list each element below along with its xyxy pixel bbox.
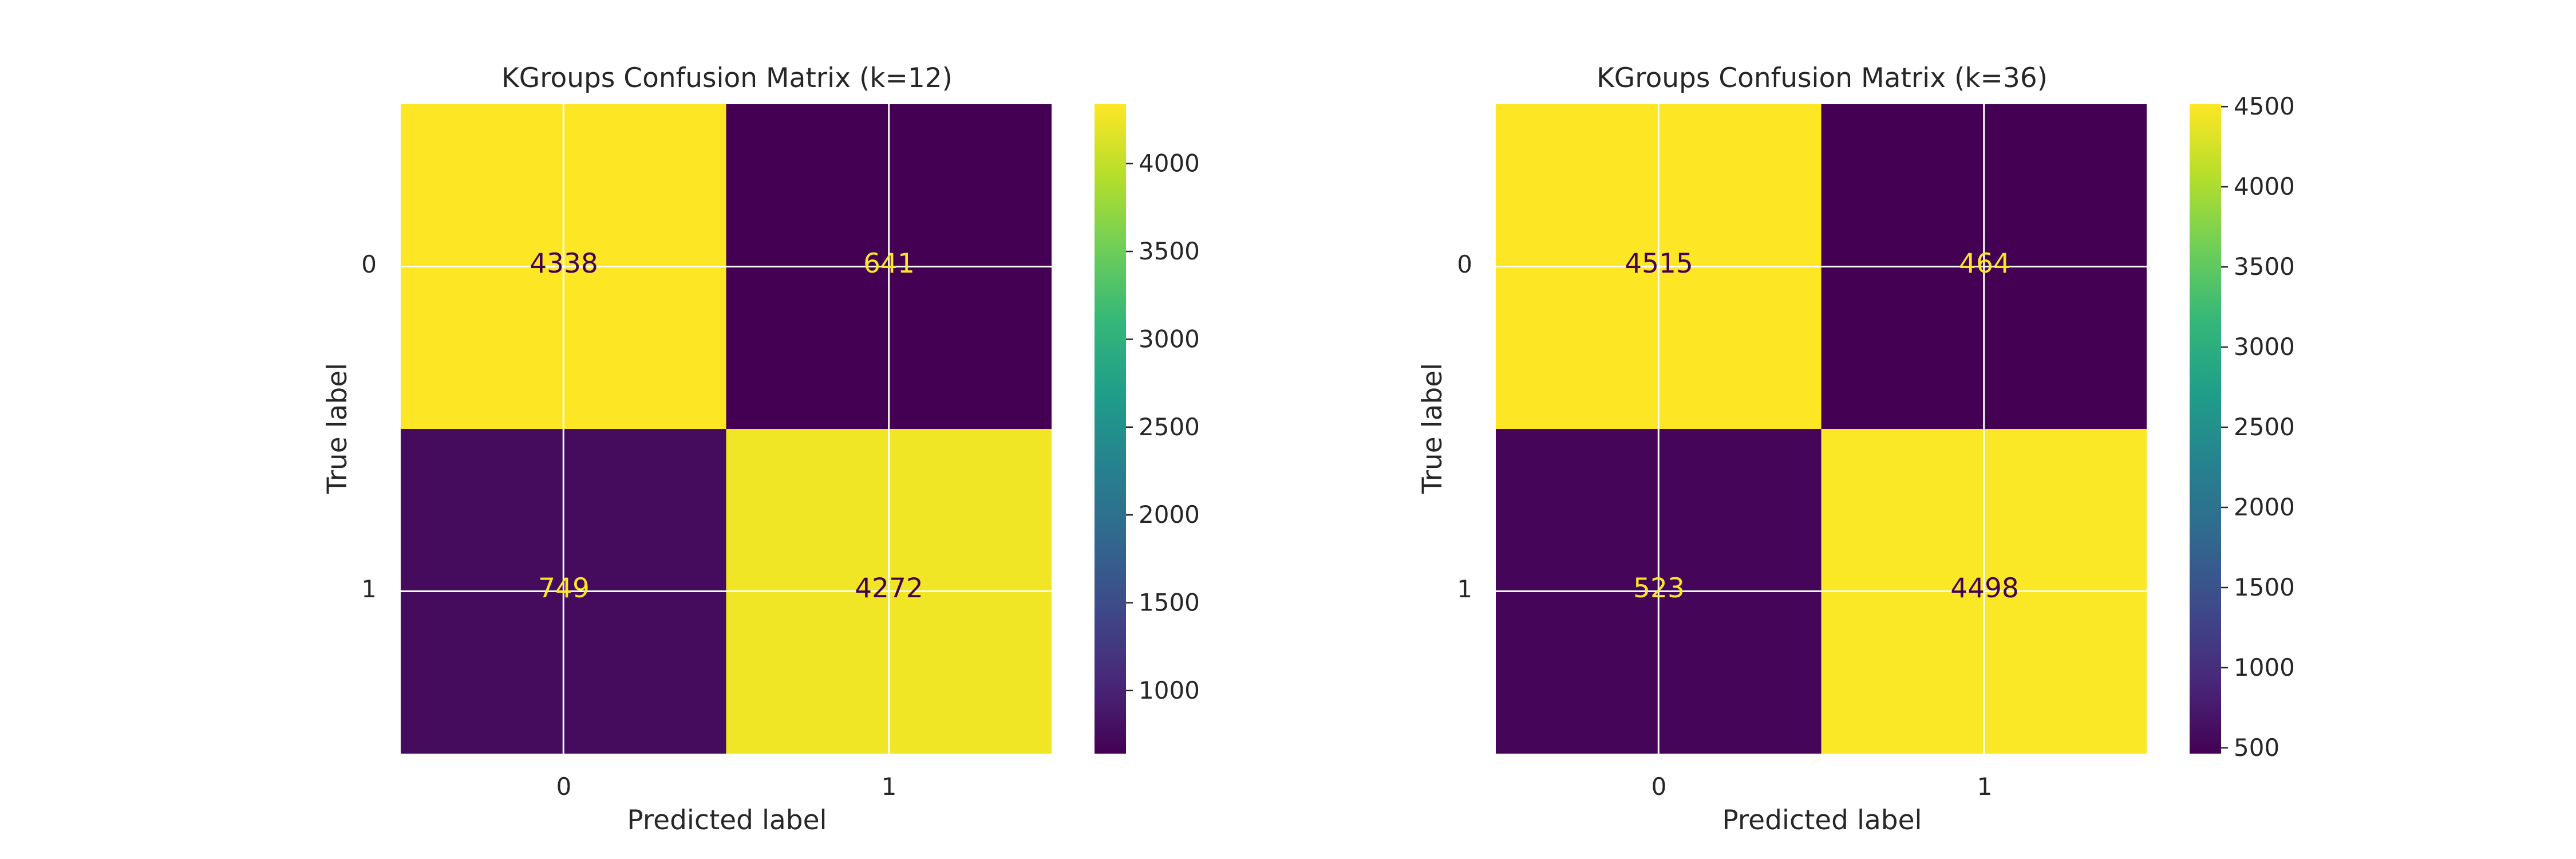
x-axis-label: Predicted label — [627, 805, 827, 836]
cell-value-0-0: 4338 — [530, 248, 598, 279]
cell-value-0-0: 4515 — [1625, 248, 1693, 279]
chart-title-k36: KGroups Confusion Matrix (k=36) — [1597, 62, 2048, 94]
y-tick-label: 0 — [361, 250, 377, 278]
colorbar-tick-label: 3000 — [2234, 333, 2295, 361]
colorbar-tick-label: 2000 — [1139, 501, 1200, 529]
colorbar-tick-label: 1000 — [2234, 653, 2295, 681]
heatmap-cells-k12 — [401, 104, 1052, 754]
gridlines-k36 — [1496, 104, 2147, 754]
y-axis-label: True label — [1417, 363, 1448, 494]
colorbar-tick-label: 3000 — [1139, 325, 1200, 353]
cell-value-1-0: 749 — [538, 573, 590, 604]
colorbar-tick-label: 3500 — [1139, 237, 1200, 265]
colorbar-tick-label: 4000 — [2234, 172, 2295, 200]
x-tick-label: 1 — [882, 773, 897, 801]
cell-annotations-k12: 4338 641 749 4272 — [530, 248, 923, 604]
x-axis-label: Predicted label — [1722, 805, 1922, 836]
colorbar-k12: 1000 1500 2000 2500 3000 3500 4000 — [1095, 104, 1200, 754]
panel-k12: KGroups Confusion Matrix (k=12) 4338 641… — [322, 62, 1200, 836]
y-axis-k36: 0 1 True label — [1417, 250, 1472, 603]
colorbar-tick-label: 500 — [2234, 734, 2279, 762]
y-tick-label: 0 — [1457, 250, 1472, 278]
colorbar-tick-label: 3500 — [2234, 253, 2295, 281]
heatmap-cells-k36 — [1496, 104, 2147, 754]
cell-value-0-1: 641 — [863, 248, 915, 279]
y-tick-label: 1 — [1457, 575, 1472, 603]
panel-k36: KGroups Confusion Matrix (k=36) 4515 464… — [1417, 62, 2295, 836]
colorbar-tick-label: 1000 — [1139, 676, 1200, 704]
cell-value-1-1: 4272 — [855, 573, 923, 604]
y-axis-label: True label — [322, 363, 353, 494]
x-axis-k12: 0 1 Predicted label — [556, 773, 897, 836]
gridlines-k12 — [401, 104, 1052, 754]
x-tick-label: 1 — [1977, 773, 1993, 801]
cell-value-1-1: 4498 — [1950, 573, 2019, 604]
x-tick-label: 0 — [556, 773, 572, 801]
colorbar-tick-label: 2000 — [2234, 493, 2295, 521]
colorbar-tick-label: 4000 — [1139, 149, 1200, 178]
colorbar-tick-label: 1500 — [2234, 573, 2295, 601]
chart-title-k12: KGroups Confusion Matrix (k=12) — [501, 62, 953, 94]
y-axis-k12: 0 1 True label — [322, 250, 377, 603]
x-axis-k36: 0 1 Predicted label — [1652, 773, 1993, 836]
colorbar-k36: 500 1000 1500 2000 2500 3000 3500 4000 4500 — [2190, 92, 2295, 762]
cell-value-1-0: 523 — [1633, 573, 1685, 604]
cell-annotations-k36: 4515 464 523 4498 — [1625, 248, 2019, 604]
y-tick-label: 1 — [361, 575, 377, 603]
colorbar-tick-label: 2500 — [1139, 413, 1200, 441]
x-tick-label: 0 — [1652, 773, 1667, 801]
colorbar-gradient — [1095, 104, 1126, 754]
colorbar-gradient — [2190, 104, 2221, 754]
colorbar-tick-label: 2500 — [2234, 413, 2295, 441]
colorbar-tick-label: 4500 — [2234, 92, 2295, 120]
colorbar-tick-label: 1500 — [1139, 589, 1200, 617]
cell-value-0-1: 464 — [1959, 248, 2010, 279]
